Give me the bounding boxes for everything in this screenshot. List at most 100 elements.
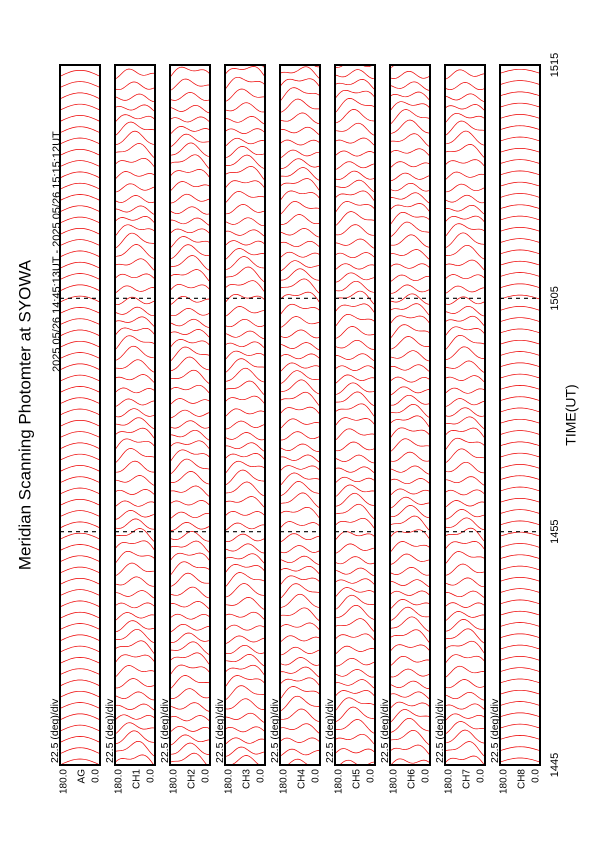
scan-trace [280,492,320,509]
scan-trace [335,280,375,293]
scan-trace [170,429,210,441]
scan-trace [115,714,155,721]
scan-trace [60,363,100,371]
scan-trace [115,510,155,520]
scan-trace [280,575,320,586]
scan-trace [280,472,320,486]
scan-trace [170,531,210,542]
scan-trace [390,293,430,305]
scan-trace [225,675,265,688]
scan-trace [280,370,320,385]
y-max-label: 180.0 [169,769,180,794]
scan-trace [335,697,375,712]
scan-trace [60,487,100,495]
y-min-label: 0.0 [201,769,212,783]
scan-trace [170,485,210,498]
scan-trace [445,69,485,80]
scan-trace [335,374,375,385]
scan-trace [335,69,375,80]
scan-trace [500,712,540,718]
scan-trace [280,695,320,712]
scan-trace [445,346,485,361]
scan-trace [445,315,485,327]
scan-trace [335,252,375,259]
scan-trace [335,190,375,203]
scan-trace [390,553,430,565]
scan-trace [280,607,320,622]
scan-trace [335,137,375,147]
scan-trace [170,384,210,395]
scan-trace [500,227,540,232]
scan-trace [60,510,100,517]
scan-trace [115,327,155,336]
scan-trace [115,387,155,394]
scan-trace [500,486,540,492]
scan-trace [445,541,485,551]
scan-trace [280,201,320,215]
scan-trace [390,718,430,733]
panel-frame [444,64,486,766]
scan-trace [225,128,265,134]
scan-trace [170,652,210,666]
scan-trace [280,329,320,339]
scan-trace [335,484,375,498]
scan-trace [390,303,430,317]
y-max-label: 180.0 [389,769,400,794]
scan-trace [60,115,100,122]
scan-trace [445,729,485,744]
scan-trace [335,605,375,621]
scan-trace [60,702,100,709]
scan-trace [280,391,320,407]
scan-trace [225,611,265,621]
scan-trace [170,552,210,562]
scan-trace [60,476,100,484]
scan-trace [225,460,265,475]
scan-trace [170,500,210,506]
scan-trace [500,102,540,108]
scan-trace [445,509,485,520]
scan-trace [335,733,375,746]
traces [445,65,485,765]
scan-trace [445,416,485,430]
scan-trace [115,114,155,123]
scan-trace [170,420,210,429]
scan-trace [500,215,540,221]
scan-trace [115,359,155,373]
y-max-label: 180.0 [499,769,510,794]
scan-trace [280,240,320,248]
y-min-label: 0.0 [476,769,487,783]
scan-trace [390,579,430,588]
scan-trace [335,303,375,314]
scan-trace [60,216,100,224]
scan-trace [445,194,485,204]
scan-trace [115,93,155,103]
scan-trace [390,606,430,621]
scan-trace [500,249,540,255]
scan-trace [115,417,155,430]
scan-trace [390,478,430,485]
scan-trace [115,244,155,260]
scan-trace [335,122,375,136]
scan-trace [390,438,430,453]
scan-trace [280,666,320,678]
scan-trace [170,236,210,249]
scan-trace [390,81,430,91]
scan-trace [225,583,265,598]
scan-trace [170,126,210,135]
scan-trace [60,261,100,269]
scan-trace [500,735,540,740]
scan-trace [390,203,430,213]
channel-label: CH2 [187,769,198,789]
scan-trace [170,540,210,554]
scan-trace [390,701,430,709]
scan-trace [115,345,155,361]
scan-trace [170,675,210,690]
scan-trace [60,228,100,235]
y-min-label: 0.0 [311,769,322,783]
scan-trace [500,80,540,85]
scan-trace [500,497,540,503]
scan-trace [225,644,265,655]
scan-trace [445,375,485,383]
scan-trace [280,167,320,181]
